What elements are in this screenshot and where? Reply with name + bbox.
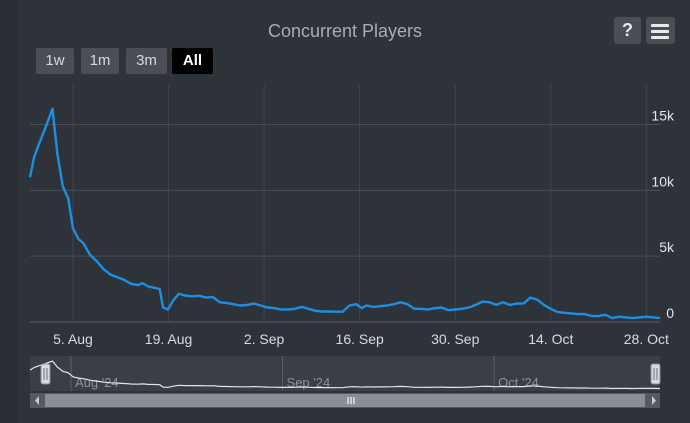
help-icon[interactable]: ?	[614, 17, 641, 44]
y-tick-label: 0	[666, 305, 674, 321]
grid-lines	[30, 85, 660, 323]
y-tick-label: 15k	[651, 108, 675, 124]
navigator-right-handle[interactable]	[650, 363, 661, 385]
navigator-left-handle[interactable]	[40, 363, 51, 385]
series-line	[28, 107, 661, 320]
y-tick-label: 10k	[651, 173, 675, 189]
x-axis-labels: 5. Aug 19. Aug 2. Sep 16. Sep 30. Sep 14. Oct…	[53, 331, 669, 347]
x-tick-label: 30. Sep	[431, 331, 479, 347]
navigator-grid	[70, 356, 495, 391]
navigator-label: Sep '24	[287, 375, 331, 390]
x-tick-label: 2. Sep	[244, 331, 285, 347]
scroll-right-arrow-icon[interactable]	[652, 396, 656, 405]
navigator-background	[30, 356, 660, 391]
x-tick-label: 16. Sep	[336, 331, 384, 347]
menu-icon[interactable]	[646, 17, 675, 44]
navigator-label: Oct '24	[498, 375, 539, 390]
range-all-button[interactable]: All	[172, 48, 213, 74]
range-1w-button[interactable]: 1w	[36, 48, 74, 74]
navigator-series-line	[29, 360, 661, 390]
y-tick-label: 5k	[659, 239, 675, 255]
x-tick-label: 14. Oct	[528, 331, 573, 347]
range-3m-button[interactable]: 3m	[126, 48, 167, 74]
range-1m-button[interactable]: 1m	[81, 48, 119, 74]
chart-title: Concurrent Players	[267, 21, 423, 41]
left-margin	[0, 0, 17, 423]
scrollbar-thumb[interactable]	[45, 394, 645, 407]
y-axis-labels: 0 5k 10k 15k	[651, 108, 675, 322]
x-tick-label: 5. Aug	[53, 331, 93, 347]
x-tick-label: 28. Oct	[624, 331, 669, 347]
x-tick-label: 19. Aug	[145, 331, 193, 347]
scroll-left-arrow-icon[interactable]	[35, 396, 39, 405]
